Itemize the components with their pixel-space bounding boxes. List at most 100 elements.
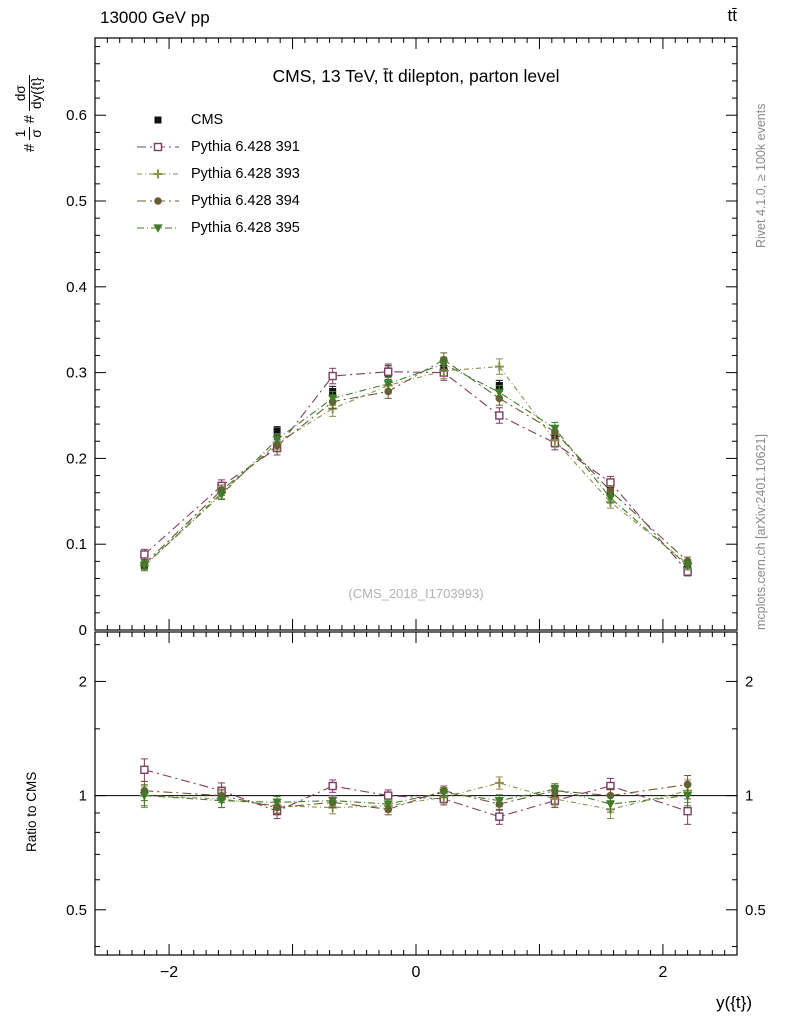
y-label-hash-prefix: # xyxy=(20,143,38,152)
y-label-fraction-1: 1 σ xyxy=(13,127,45,140)
legend-marker xyxy=(137,142,179,151)
main-series-line xyxy=(144,363,688,567)
y-axis-label-ratio: Ratio to CMS xyxy=(24,771,39,852)
data-point-triangle xyxy=(605,800,616,809)
data-point-square-open xyxy=(384,367,393,376)
main-series-line xyxy=(144,359,688,565)
y-axis-tick-label: 0 xyxy=(79,622,87,639)
data-point-triangle xyxy=(153,223,163,233)
y-label-frac2-numerator: dσ xyxy=(13,85,28,102)
y-axis-tick-label: 0.3 xyxy=(66,365,87,382)
data-point-triangle xyxy=(328,394,338,404)
legend-marker xyxy=(137,169,179,178)
data-point-square-open xyxy=(606,478,615,487)
legend-label: Pythia 6.428 394 xyxy=(191,192,300,209)
data-point-triangle xyxy=(272,798,282,808)
data-point-triangle xyxy=(139,792,149,801)
ratio-series-points xyxy=(139,783,693,813)
y-label-fraction-2: dσ dy({t} xyxy=(13,75,45,111)
legend-entry: Pythia 6.428 395 xyxy=(136,214,300,241)
main-series-points xyxy=(140,362,692,570)
y-axis-tick-label: 0.5 xyxy=(66,193,87,210)
data-point-triangle xyxy=(494,797,504,806)
legend: CMS Pythia 6.428 391 Pythia 6.428 393 Pythi… xyxy=(136,106,300,241)
main-series-points xyxy=(139,358,693,572)
ratio-series-line xyxy=(144,788,688,805)
ratio-y-tick-label-right: 2 xyxy=(745,673,753,690)
ratio-y-tick-label-left: 2 xyxy=(79,673,87,690)
x-axis-label: y({t}) xyxy=(716,993,752,1012)
data-point-triangle xyxy=(383,800,393,809)
main-series-line xyxy=(144,366,688,567)
ratio-series-line xyxy=(144,782,688,810)
data-point-square-open xyxy=(384,791,393,800)
data-point-square-open xyxy=(140,765,149,774)
data-point-triangle xyxy=(494,388,504,398)
y-axis-tick-label: 0.4 xyxy=(66,279,87,296)
main-series-line xyxy=(144,371,689,573)
ratio-y-tick-label-right: 1 xyxy=(745,788,753,805)
ratio-y-tick-label-right: 0.5 xyxy=(745,902,766,919)
data-point-square-open xyxy=(153,142,163,151)
data-point-triangle xyxy=(139,562,149,571)
y-axis-tick-label: 0.2 xyxy=(66,450,87,467)
data-point-square-filled xyxy=(154,116,162,123)
ratio-series-line xyxy=(144,783,688,810)
plot-title: CMS, 13 TeV, t̄t dilepton, parton level xyxy=(272,66,560,86)
data-point-triangle xyxy=(550,785,560,794)
data-point-triangle xyxy=(439,788,449,798)
legend-marker xyxy=(154,116,162,123)
data-point-triangle xyxy=(683,562,693,571)
rivet-version-note: Rivet 4.1.0, ≥ 100k events xyxy=(754,103,768,248)
y-label-frac2-denominator: dy({t} xyxy=(28,75,45,111)
data-point-triangle xyxy=(328,797,338,806)
legend-entry: Pythia 6.428 394 xyxy=(136,187,300,214)
x-axis-tick-label: 2 xyxy=(658,964,667,981)
data-point-circle xyxy=(606,791,615,800)
data-point-triangle xyxy=(383,380,393,389)
beam-energy-label: 13000 GeV pp xyxy=(100,8,210,27)
legend-label: Pythia 6.428 391 xyxy=(191,138,300,155)
y-label-frac1-denominator: σ xyxy=(28,127,45,140)
data-point-square-open xyxy=(683,806,692,816)
data-point-square-open xyxy=(328,371,337,381)
data-point-square-open xyxy=(495,812,504,821)
ratio-series-line xyxy=(144,769,688,818)
legend-entry: CMS xyxy=(136,106,300,133)
data-point-triangle xyxy=(439,360,449,369)
y-label-hash-mid: # xyxy=(20,114,38,124)
ratio-series-points xyxy=(140,758,692,825)
data-point-circle xyxy=(154,196,162,205)
data-point-square-open xyxy=(140,550,149,559)
y-axis-tick-label: 0.6 xyxy=(66,107,87,124)
data-point-square-filled xyxy=(273,427,281,435)
data-point-square-open xyxy=(328,781,337,791)
data-point-triangle xyxy=(216,490,227,500)
data-point-triangle xyxy=(550,424,560,434)
analysis-id-watermark: (CMS_2018_I1703993) xyxy=(348,586,484,601)
data-point-square-open xyxy=(495,411,504,420)
legend-entry: Pythia 6.428 393 xyxy=(136,160,300,187)
legend-label: Pythia 6.428 395 xyxy=(191,219,300,236)
legend-entry: Pythia 6.428 391 xyxy=(136,133,300,160)
data-point-triangle xyxy=(272,435,282,445)
data-point-triangle xyxy=(683,792,693,801)
data-point-triangle xyxy=(605,494,616,503)
ratio-y-tick-label-left: 1 xyxy=(79,788,87,805)
data-point-circle xyxy=(384,387,393,396)
legend-marker xyxy=(137,223,179,233)
y-label-frac1-numerator: 1 xyxy=(13,129,28,138)
main-series-points xyxy=(140,363,692,577)
y-axis-tick-label: 0.1 xyxy=(66,536,87,553)
process-label: tt̄ xyxy=(727,6,737,25)
legend-label: CMS xyxy=(191,111,224,128)
main-series-points xyxy=(139,356,693,571)
x-axis-tick-label: −2 xyxy=(160,964,178,981)
data-point-triangle xyxy=(216,797,227,806)
legend-label: Pythia 6.428 393 xyxy=(191,165,300,182)
legend-marker xyxy=(137,196,179,205)
y-axis-label-main: # 1 σ # dσ dy({t} xyxy=(13,73,45,152)
x-axis-tick-label: 0 xyxy=(412,964,421,981)
